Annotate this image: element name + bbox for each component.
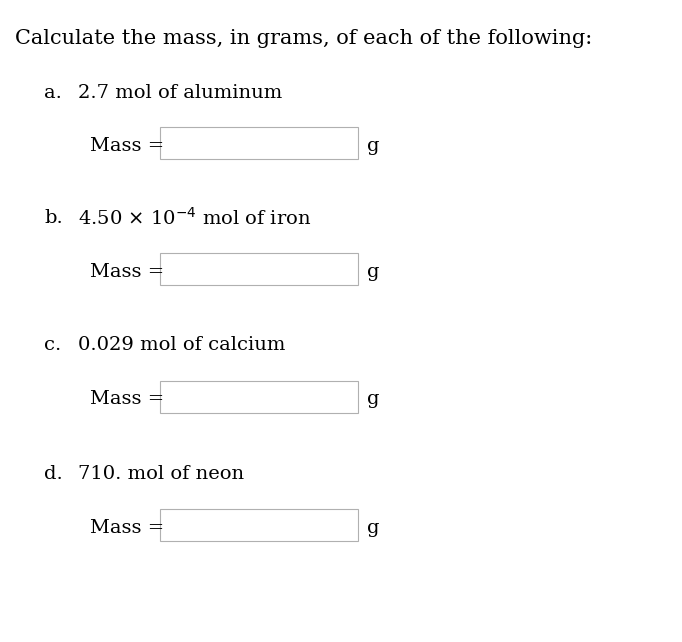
Text: Mass =: Mass = (90, 519, 164, 537)
Text: 2.7 mol of aluminum: 2.7 mol of aluminum (78, 84, 282, 102)
Text: g: g (367, 390, 379, 408)
Text: g: g (367, 519, 379, 537)
FancyBboxPatch shape (160, 381, 358, 413)
Text: g: g (367, 137, 379, 155)
Text: c.: c. (44, 336, 61, 354)
Text: Calculate the mass, in grams, of each of the following:: Calculate the mass, in grams, of each of… (15, 29, 592, 48)
Text: Mass =: Mass = (90, 390, 164, 408)
FancyBboxPatch shape (160, 127, 358, 159)
Text: a.: a. (44, 84, 62, 102)
Text: d.: d. (44, 465, 63, 483)
Text: b.: b. (44, 209, 63, 227)
Text: Mass =: Mass = (90, 263, 164, 281)
FancyBboxPatch shape (160, 509, 358, 541)
Text: g: g (367, 263, 379, 281)
Text: 0.029 mol of calcium: 0.029 mol of calcium (78, 336, 286, 354)
Text: 710. mol of neon: 710. mol of neon (78, 465, 245, 483)
Text: Mass =: Mass = (90, 137, 164, 155)
Text: 4.50 $\times$ 10$^{-4}$ mol of iron: 4.50 $\times$ 10$^{-4}$ mol of iron (78, 207, 312, 229)
FancyBboxPatch shape (160, 253, 358, 285)
